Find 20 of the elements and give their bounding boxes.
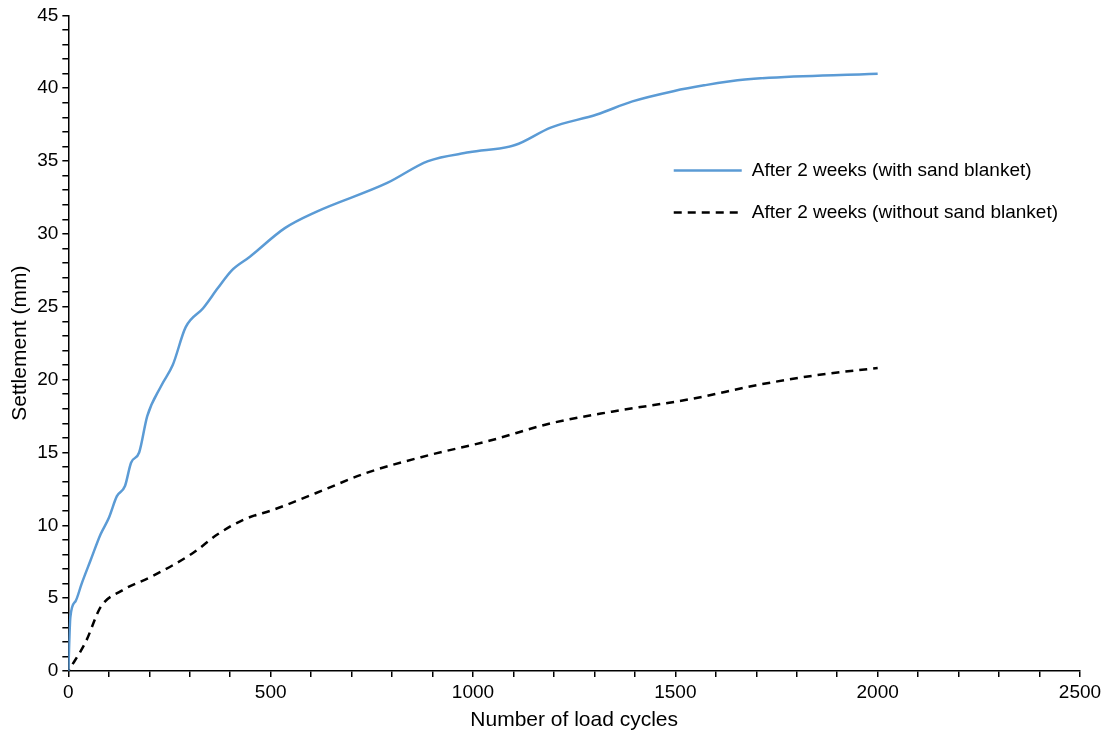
x-tick-label: 500 [254,680,287,702]
y-tick-label: 0 [47,659,59,681]
x-tick-label: 2500 [1058,680,1102,702]
x-tick-label: 2000 [856,680,899,702]
x-axis-title: Number of load cycles [470,707,679,731]
y-tick-label: 30 [37,222,59,244]
y-tick-label: 10 [37,513,59,535]
x-tick-label: 1000 [451,680,495,702]
y-tick-label: 5 [47,586,59,608]
legend-label: After 2 weeks (with sand blanket) [751,158,1032,180]
y-tick-label: 35 [37,149,59,171]
y-tick-label: 25 [37,295,59,317]
legend-label: After 2 weeks (without sand blanket) [751,200,1058,222]
y-tick-label: 15 [37,440,59,462]
x-tick-label: 0 [63,680,74,702]
y-tick-label: 40 [37,76,59,98]
y-axis-title: Settlement (mm) [7,265,31,421]
y-tick-label: 45 [37,3,59,25]
y-tick-label: 20 [37,367,59,389]
x-tick-label: 1500 [654,680,697,702]
